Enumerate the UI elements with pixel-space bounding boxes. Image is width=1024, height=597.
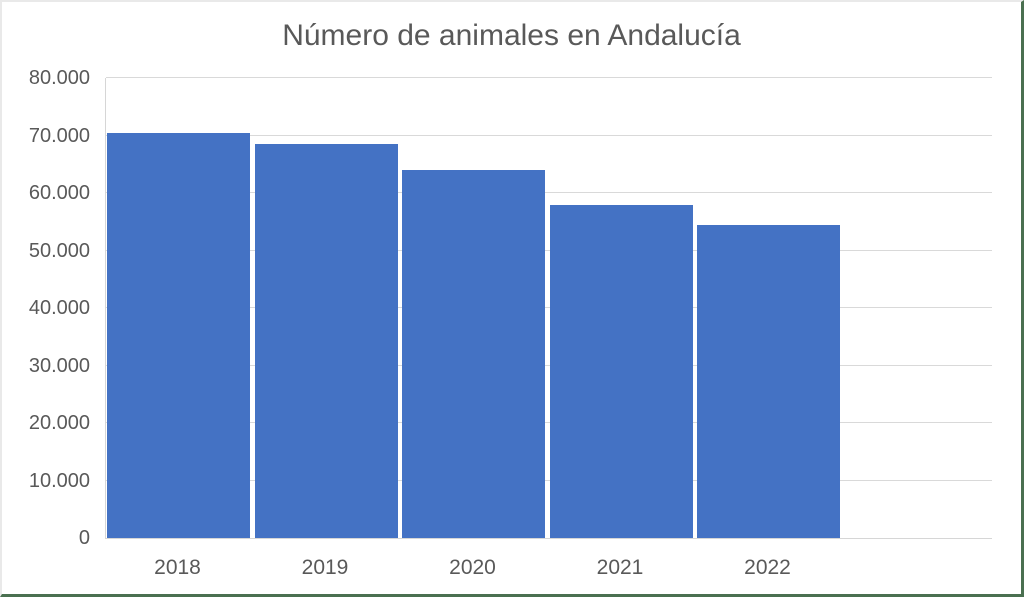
bar-2019 [254,144,398,538]
x-axis-labels: 2018 2019 2020 2021 2022 [105,554,991,584]
x-tick-label-2020: 2020 [449,556,496,579]
bar-2022 [697,225,840,538]
plot-area [105,77,992,539]
bar-2018 [107,133,250,538]
y-tick-label-0: 0 [78,527,90,549]
y-tick-label-70000: 70.000 [28,124,90,147]
gridline-50000 [106,249,992,251]
gridline-80000 [106,77,992,78]
x-tick-label-2018: 2018 [154,556,201,579]
gridline-30000 [106,364,992,366]
bar-2020 [402,170,545,538]
y-tick-label-80000: 80.000 [28,67,90,89]
y-tick-label-30000: 30.000 [28,354,90,377]
y-tick-label-60000: 60.000 [28,182,90,204]
gridline-70000 [106,134,992,136]
x-tick-label-2021: 2021 [596,556,644,579]
chart-title: Número de animales en Andalucía [282,19,741,52]
x-tick-label-2022: 2022 [744,556,791,579]
gridline-40000 [106,307,992,308]
gridline-20000 [106,422,992,423]
gridline-10000 [106,479,992,481]
y-tick-label-10000: 10.000 [28,469,90,492]
bar-2021 [549,204,693,538]
y-tick-label-20000: 20.000 [28,412,90,434]
gridline-60000 [106,192,992,193]
x-tick-label-2019: 2019 [301,556,349,579]
y-axis-labels: 0 10.000 20.000 30.000 40.000 50.000 60.000 70.… [2,68,90,548]
y-tick-label-40000: 40.000 [28,297,90,319]
y-tick-label-50000: 50.000 [28,239,90,262]
